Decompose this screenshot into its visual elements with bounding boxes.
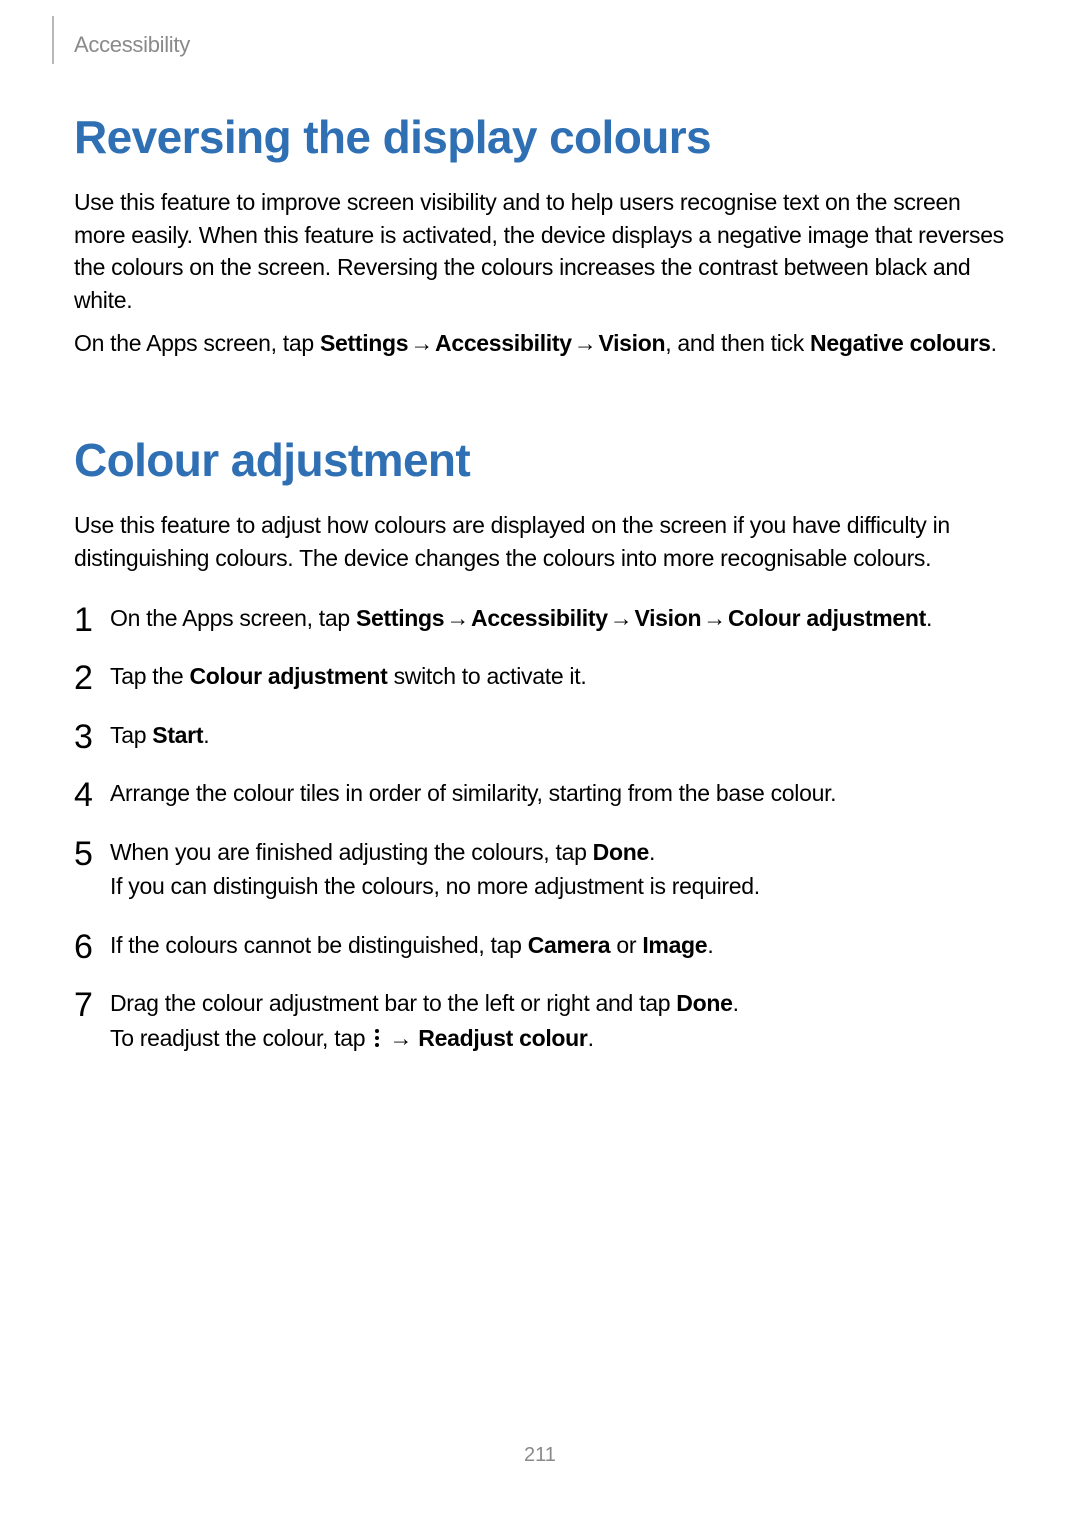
- nav-path-settings: Settings: [356, 605, 444, 631]
- nav-path-vision: Vision: [598, 330, 665, 356]
- text-segment: , and then tick: [665, 330, 810, 356]
- text-segment: On the Apps screen, tap: [74, 330, 320, 356]
- nav-path-accessibility: Accessibility: [435, 330, 572, 356]
- text-segment: .: [707, 932, 713, 958]
- text-segment: Tap: [110, 722, 152, 748]
- arrow-icon: →: [408, 330, 435, 356]
- text-segment: switch to activate it.: [388, 663, 587, 689]
- step-7: Drag the colour adjustment bar to the le…: [74, 986, 1006, 1055]
- step-4: Arrange the colour tiles in order of sim…: [74, 776, 1006, 811]
- text-segment: or: [610, 932, 642, 958]
- text-segment: Tap the: [110, 663, 189, 689]
- button-done: Done: [676, 990, 732, 1016]
- button-done: Done: [593, 839, 649, 865]
- more-options-icon: [371, 1028, 383, 1048]
- page-number: 211: [0, 1444, 1080, 1467]
- option-negative-colours: Negative colours: [810, 330, 991, 356]
- text-segment: →: [383, 1025, 418, 1051]
- nav-path-accessibility: Accessibility: [471, 605, 608, 631]
- step-3: Tap Start.: [74, 718, 1006, 753]
- arrow-icon: →: [701, 605, 728, 631]
- text-segment: Arrange the colour tiles in order of sim…: [110, 780, 836, 806]
- nav-path-settings: Settings: [320, 330, 408, 356]
- arrow-icon: →: [572, 330, 599, 356]
- heading-colour-adjustment: Colour adjustment: [74, 433, 1006, 487]
- option-camera: Camera: [528, 932, 611, 958]
- reversing-para-2: On the Apps screen, tap Settings→Accessi…: [74, 327, 1006, 360]
- nav-path-colour-adjustment: Colour adjustment: [728, 605, 926, 631]
- page-content: Reversing the display colours Use this f…: [74, 100, 1006, 1079]
- text-segment: .: [926, 605, 932, 631]
- text-segment: .: [203, 722, 209, 748]
- text-segment: When you are finished adjusting the colo…: [110, 839, 593, 865]
- step-2: Tap the Colour adjustment switch to acti…: [74, 659, 1006, 694]
- text-segment: .: [588, 1025, 594, 1051]
- colour-adjustment-intro: Use this feature to adjust how colours a…: [74, 509, 1006, 574]
- step-6: If the colours cannot be distinguished, …: [74, 928, 1006, 963]
- steps-list: On the Apps screen, tap Settings→Accessi…: [74, 601, 1006, 1056]
- text-segment: .: [733, 990, 739, 1016]
- arrow-icon: →: [444, 605, 471, 631]
- step-5: When you are finished adjusting the colo…: [74, 835, 1006, 904]
- button-start: Start: [152, 722, 203, 748]
- text-segment: To readjust the colour, tap: [110, 1025, 371, 1051]
- switch-colour-adjustment: Colour adjustment: [189, 663, 387, 689]
- text-segment: .: [991, 330, 997, 356]
- text-segment: .: [649, 839, 655, 865]
- text-segment: On the Apps screen, tap: [110, 605, 356, 631]
- nav-path-vision: Vision: [634, 605, 701, 631]
- header-rule: [52, 16, 54, 64]
- step-1: On the Apps screen, tap Settings→Accessi…: [74, 601, 1006, 636]
- text-segment: If you can distinguish the colours, no m…: [110, 873, 760, 899]
- text-segment: Drag the colour adjustment bar to the le…: [110, 990, 676, 1016]
- reversing-para-1: Use this feature to improve screen visib…: [74, 186, 1006, 317]
- text-segment: If the colours cannot be distinguished, …: [110, 932, 528, 958]
- header-section-label: Accessibility: [74, 32, 190, 58]
- arrow-icon: →: [608, 605, 635, 631]
- heading-reversing: Reversing the display colours: [74, 110, 1006, 164]
- option-readjust-colour: Readjust colour: [418, 1025, 587, 1051]
- option-image: Image: [642, 932, 707, 958]
